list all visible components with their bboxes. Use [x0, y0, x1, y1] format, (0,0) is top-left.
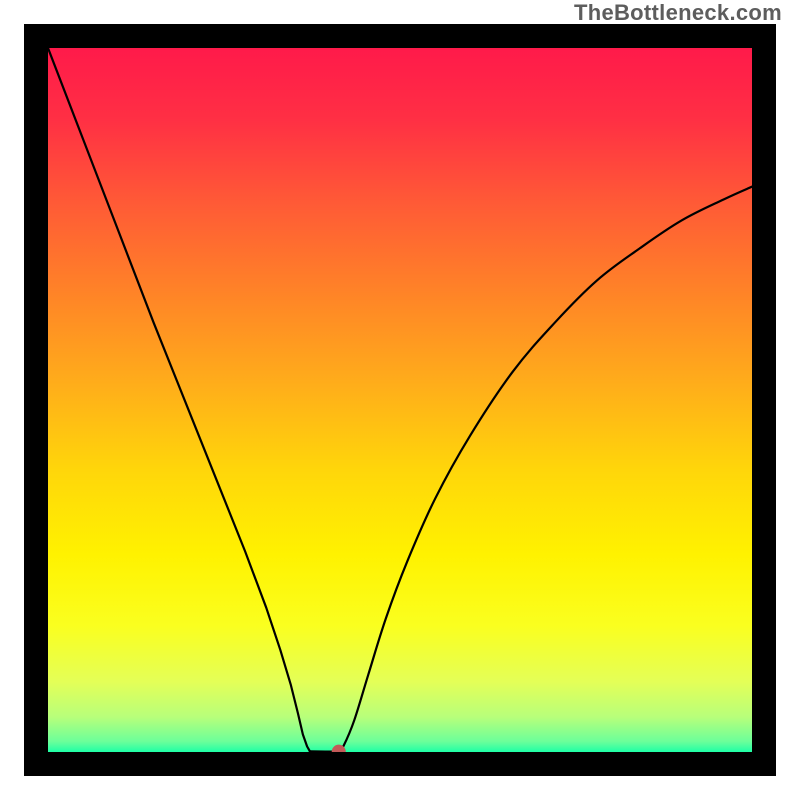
watermark-text: TheBottleneck.com — [574, 0, 782, 26]
plot-area — [48, 48, 752, 752]
curve-left — [48, 48, 310, 751]
curve-right — [339, 187, 752, 752]
curve-layer — [48, 48, 752, 752]
chart-container: TheBottleneck.com — [0, 0, 800, 800]
